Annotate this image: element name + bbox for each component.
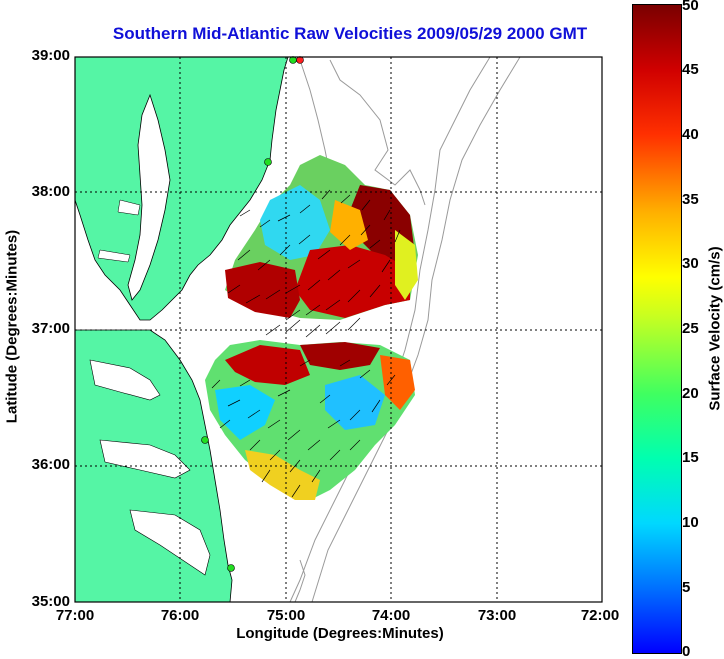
x-tick-label: 77:00 [55, 607, 95, 624]
colorbar-tick-label: 50 [682, 0, 699, 14]
colorbar-tick-label: 0 [682, 643, 691, 659]
chesapeake-bay [127, 93, 171, 301]
colorbar-tick-label: 25 [682, 320, 699, 337]
velocity-field-north [225, 155, 418, 320]
y-tick-label: 38:00 [31, 183, 70, 200]
pamlico-sound [129, 509, 211, 576]
x-tick-label: 73:00 [477, 607, 517, 624]
colorbar-tick-label: 30 [682, 255, 699, 272]
lat-lon-grid [75, 57, 602, 602]
radar-station-marker [227, 564, 235, 572]
river-rappahannock [97, 249, 131, 263]
albemarle-sound [99, 439, 191, 479]
land-delmarva [74, 56, 289, 321]
colorbar-label: Surface Velocity (cm/s) [706, 246, 724, 411]
map-title: Southern Mid-Atlantic Raw Velocities 200… [112, 24, 588, 43]
colorbar-tick-label: 45 [682, 61, 699, 78]
plot-frame [74, 56, 603, 603]
y-tick-label: 37:00 [31, 320, 70, 337]
y-tick-label: 35:00 [31, 593, 70, 610]
colorbar-tick-label: 10 [682, 514, 699, 531]
x-tick-label: 76:00 [160, 607, 200, 624]
radar-station-marker [201, 436, 209, 444]
colorbar-tick-label: 20 [682, 385, 699, 402]
colorbar-tick-label: 40 [682, 126, 699, 143]
x-tick-label: 75:00 [266, 607, 306, 624]
y-tick-label: 36:00 [31, 456, 70, 473]
river-potomac [117, 199, 141, 216]
x-tick-label: 72:00 [580, 607, 620, 624]
y-axis-label: Latitude (Degrees:Minutes) [3, 229, 21, 424]
velocity-field-south [205, 340, 415, 500]
radar-station-marker [264, 158, 272, 166]
x-tick-label: 74:00 [371, 607, 411, 624]
colorbar-tick-label: 35 [682, 191, 699, 208]
x-axis-label: Longitude (Degrees:Minutes) [236, 625, 444, 642]
colorbar-tick-label: 5 [682, 579, 691, 596]
y-tick-label: 39:00 [31, 47, 70, 64]
colorbar-tick-label: 15 [682, 449, 699, 466]
current-vectors [211, 189, 401, 498]
river-inlet [89, 359, 161, 401]
colorbar [632, 4, 682, 654]
